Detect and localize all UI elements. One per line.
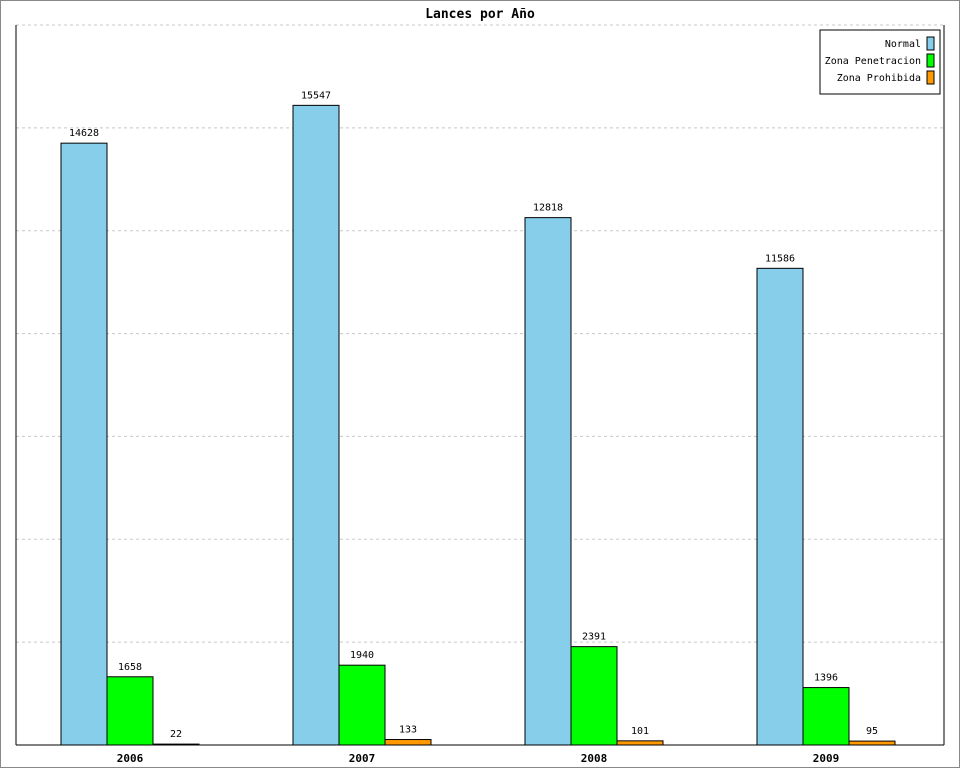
chart-title: Lances por Año xyxy=(425,7,535,22)
data-label: 11586 xyxy=(765,253,795,264)
legend-swatch xyxy=(926,70,935,85)
bar-zona-penetracion-2006 xyxy=(106,676,154,746)
bar-zona-prohibida-2008 xyxy=(616,740,664,746)
data-label: 1396 xyxy=(814,673,838,684)
x-tick-label: 2008 xyxy=(581,752,608,765)
legend-swatch xyxy=(926,53,935,68)
data-label: 22 xyxy=(170,729,182,740)
data-label: 2391 xyxy=(582,632,606,643)
x-tick-label: 2006 xyxy=(117,752,144,765)
bar-normal-2006 xyxy=(60,142,108,746)
data-label: 101 xyxy=(631,726,649,737)
bar-series-group: 14628 1658 22 2006 15547 1940 133 2007 12818 2391… xyxy=(60,90,896,765)
data-label: 133 xyxy=(399,725,417,736)
legend-label: Zona Prohibida xyxy=(837,73,921,84)
bar-normal-2007 xyxy=(292,104,340,746)
legend-label: Zona Penetracion xyxy=(825,56,921,67)
x-tick-label: 2009 xyxy=(813,752,840,765)
legend-label: Normal xyxy=(885,39,921,50)
bar-zona-penetracion-2007 xyxy=(338,664,386,746)
bar-normal-2009 xyxy=(756,267,804,746)
legend-swatch xyxy=(926,36,935,51)
data-label: 1940 xyxy=(350,650,374,661)
data-label: 14628 xyxy=(69,128,99,139)
bar-zona-prohibida-2009 xyxy=(848,740,896,746)
legend: Normal Zona Penetracion Zona Prohibida xyxy=(819,29,941,95)
data-label: 95 xyxy=(866,726,878,737)
bar-normal-2008 xyxy=(524,217,572,746)
bar-zona-prohibida-2007 xyxy=(384,739,432,746)
bar-zona-penetracion-2009 xyxy=(802,687,850,746)
data-label: 15547 xyxy=(301,90,331,101)
data-label: 12818 xyxy=(533,203,563,214)
legend-box xyxy=(819,29,941,95)
data-label: 1658 xyxy=(118,662,142,673)
x-tick-label: 2007 xyxy=(349,752,376,765)
axes xyxy=(15,25,945,746)
bar-zona-penetracion-2008 xyxy=(570,646,618,746)
grid-lines xyxy=(16,24,944,643)
